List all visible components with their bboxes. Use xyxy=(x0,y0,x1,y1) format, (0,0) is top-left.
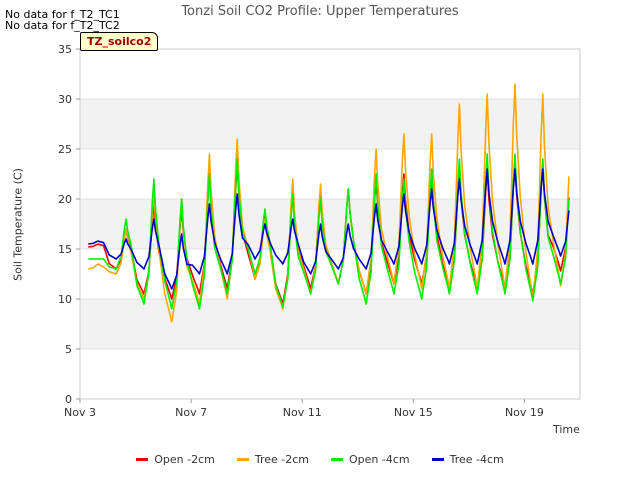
site-label-badge: TZ_soilco2 xyxy=(80,32,159,51)
y-tick-label: 10 xyxy=(58,293,72,306)
y-tick-label: 5 xyxy=(65,343,72,356)
plot-band xyxy=(80,149,580,199)
x-tick-label: Nov 15 xyxy=(394,406,433,419)
legend-swatch xyxy=(236,458,249,461)
x-tick-label: Nov 19 xyxy=(505,406,544,419)
x-axis-ticks: Nov 3 Nov 7 Nov 11 Nov 15 Nov 19 xyxy=(64,399,544,419)
legend-swatch xyxy=(431,458,444,461)
legend-item-tree-2cm[interactable]: Tree -2cm xyxy=(236,453,309,466)
chart-legend: Open -2cm Tree -2cm Open -4cm Tree -4cm xyxy=(0,453,640,466)
y-tick-label: 20 xyxy=(58,193,72,206)
y-axis-label: Soil Temperature (C) xyxy=(11,168,25,281)
y-tick-label: 15 xyxy=(58,243,72,256)
chart-title: Tonzi Soil CO2 Profile: Upper Temperatur… xyxy=(181,4,459,19)
legend-swatch xyxy=(136,458,149,461)
legend-swatch xyxy=(331,458,343,461)
legend-item-open-2cm[interactable]: Open -2cm xyxy=(136,453,215,466)
legend-label: Tree -2cm xyxy=(254,453,309,466)
no-data-note-2: No data for f_T2_TC2 xyxy=(5,19,120,32)
y-tick-label: 0 xyxy=(65,393,72,406)
x-tick-label: Nov 11 xyxy=(283,406,322,419)
plot-frame xyxy=(79,48,581,400)
x-tick-label: Nov 3 xyxy=(64,406,96,419)
x-tick-label: Nov 7 xyxy=(175,406,207,419)
x-axis-label: Time xyxy=(553,423,580,436)
legend-label: Tree -4cm xyxy=(449,453,504,466)
y-axis-ticks: 0 5 10 15 20 25 30 35 xyxy=(58,43,80,406)
legend-label: Open -2cm xyxy=(154,453,215,466)
y-tick-label: 25 xyxy=(58,143,72,156)
legend-item-open-4cm[interactable]: Open -4cm xyxy=(331,453,410,466)
series-lines xyxy=(88,83,570,323)
series-line-tree-4cm xyxy=(88,168,570,290)
plot-band xyxy=(80,49,580,99)
plot-band xyxy=(80,349,580,399)
no-data-note-1: No data for f_T2_TC1 xyxy=(5,8,120,21)
plot-band xyxy=(80,99,580,149)
plot-background-bands xyxy=(80,49,580,399)
legend-item-tree-4cm[interactable]: Tree -4cm xyxy=(431,453,504,466)
legend-label: Open -4cm xyxy=(349,453,410,466)
plot-band xyxy=(80,299,580,349)
series-line-tree-2cm xyxy=(88,83,570,323)
y-tick-label: 35 xyxy=(58,43,72,56)
y-tick-label: 30 xyxy=(58,93,72,106)
